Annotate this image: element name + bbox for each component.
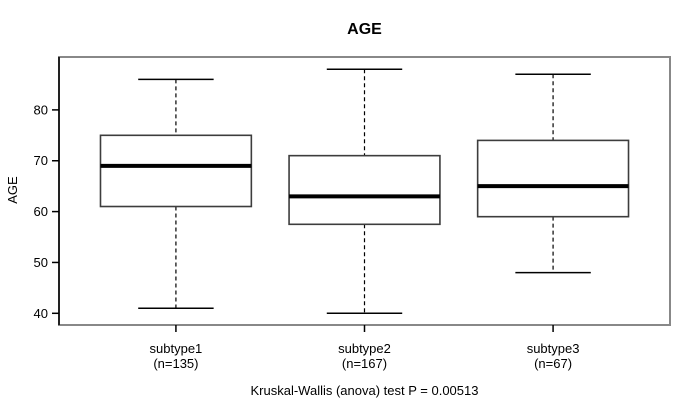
y-tick-label: 60 [34, 204, 48, 219]
group-name: subtype3 [526, 341, 580, 356]
group-name: subtype2 [338, 341, 391, 356]
iqr-box [288, 154, 441, 226]
x-group-label: subtype2 (n=167) [295, 341, 435, 371]
y-tick-label: 50 [34, 255, 48, 270]
group-name: subtype1 [149, 341, 203, 356]
y-tick-label: 40 [34, 306, 48, 321]
group-sample-size: (n=67) [534, 356, 573, 371]
x-group-label: subtype3 (n=67) [483, 341, 623, 371]
y-tick-label: 70 [34, 153, 48, 168]
group-sample-size: (n=167) [341, 356, 388, 371]
iqr-box [99, 134, 253, 208]
iqr-box [476, 139, 630, 218]
chart-title: AGE [347, 21, 382, 38]
group-sample-size: (n=135) [153, 356, 199, 371]
stat-test-caption: Kruskal-Wallis (anova) test P = 0.00513 [250, 383, 479, 398]
x-group-label: subtype1 (n=135) [106, 341, 246, 371]
y-tick-label: 80 [34, 102, 48, 117]
